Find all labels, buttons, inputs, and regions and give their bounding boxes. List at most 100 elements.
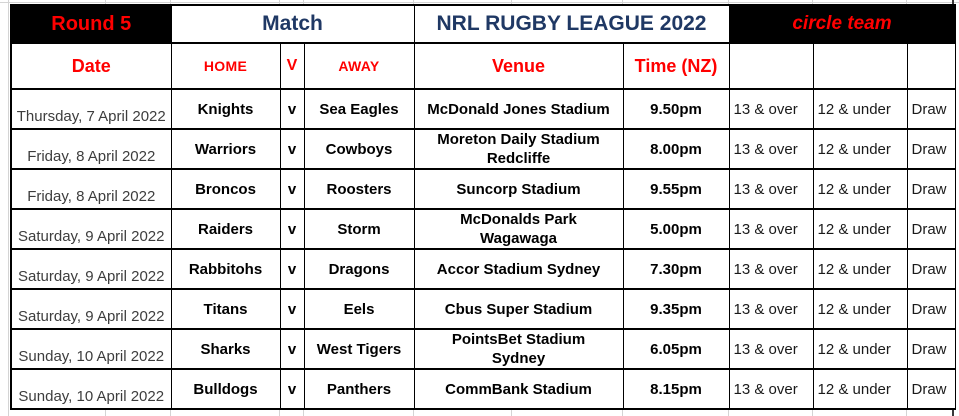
away-team-cell[interactable]: Cowboys (303, 128, 415, 170)
gridline-stub (303, 0, 304, 4)
venue-cell[interactable]: Cbus Super Stadium (413, 288, 624, 330)
match-header-cell[interactable]: Match (170, 4, 415, 44)
age-13-over-cell[interactable]: 13 & over (728, 168, 814, 210)
kickoff-time-cell[interactable]: 6.05pm (622, 328, 730, 370)
age-12-under-cell[interactable]: 12 & under (812, 368, 908, 410)
draw-cell[interactable]: Draw (906, 288, 956, 330)
draw-cell[interactable]: Draw (906, 328, 956, 370)
match-row: Sunday, 10 April 2022 Sharks v West Tige… (10, 328, 956, 370)
kickoff-time-cell[interactable]: 8.15pm (622, 368, 730, 410)
versus-cell[interactable]: v (279, 168, 305, 210)
date-cell[interactable]: Friday, 8 April 2022 (10, 168, 172, 210)
gridline-stub (413, 0, 414, 4)
age-12-under-cell[interactable]: 12 & under (812, 208, 908, 250)
kickoff-time-cell[interactable]: 9.50pm (622, 88, 730, 130)
home-team-cell[interactable]: Raiders (170, 208, 281, 250)
draw-cell[interactable]: Draw (906, 88, 956, 130)
age-13-over-cell[interactable]: 13 & over (728, 208, 814, 250)
round-header-cell[interactable]: Round 5 (10, 4, 172, 44)
home-team-cell[interactable]: Titans (170, 288, 281, 330)
kickoff-time-cell[interactable]: 9.55pm (622, 168, 730, 210)
versus-cell[interactable]: v (279, 208, 305, 250)
away-team-cell[interactable]: Sea Eagles (303, 88, 415, 130)
empty-header-cell[interactable] (906, 42, 956, 90)
gridline-stub (812, 408, 813, 416)
date-cell[interactable]: Sunday, 10 April 2022 (10, 368, 172, 410)
date-cell[interactable]: Saturday, 9 April 2022 (10, 288, 172, 330)
match-row: Saturday, 9 April 2022 Raiders v Storm M… (10, 208, 956, 250)
gridline-stub (279, 408, 280, 416)
venue-column-header[interactable]: Venue (413, 42, 624, 90)
away-team-cell[interactable]: Panthers (303, 368, 415, 410)
age-13-over-cell[interactable]: 13 & over (728, 368, 814, 410)
match-row: Saturday, 9 April 2022 Titans v Eels Cbu… (10, 288, 956, 330)
home-team-cell[interactable]: Rabbitohs (170, 248, 281, 290)
gridline-stub (170, 408, 171, 416)
versus-cell[interactable]: v (279, 288, 305, 330)
away-team-cell[interactable]: Dragons (303, 248, 415, 290)
versus-cell[interactable]: v (279, 368, 305, 410)
draw-cell[interactable]: Draw (906, 368, 956, 410)
age-12-under-cell[interactable]: 12 & under (812, 328, 908, 370)
kickoff-time-cell[interactable]: 9.35pm (622, 288, 730, 330)
versus-cell[interactable]: v (279, 88, 305, 130)
venue-cell[interactable]: Suncorp Stadium (413, 168, 624, 210)
venue-cell[interactable]: McDonalds Park Wagawaga (413, 208, 624, 250)
venue-cell[interactable]: CommBank Stadium (413, 368, 624, 410)
gridline-stub (511, 0, 512, 4)
draw-cell[interactable]: Draw (906, 128, 956, 170)
away-team-cell[interactable]: Storm (303, 208, 415, 250)
kickoff-time-cell[interactable]: 7.30pm (622, 248, 730, 290)
empty-header-cell[interactable] (728, 42, 814, 90)
date-cell[interactable]: Saturday, 9 April 2022 (10, 248, 172, 290)
home-column-header[interactable]: HOME (170, 42, 281, 90)
date-cell[interactable]: Saturday, 9 April 2022 (10, 208, 172, 250)
versus-column-header[interactable]: V (279, 42, 305, 90)
age-12-under-cell[interactable]: 12 & under (812, 288, 908, 330)
age-13-over-cell[interactable]: 13 & over (728, 328, 814, 370)
versus-cell[interactable]: v (279, 328, 305, 370)
venue-cell[interactable]: Accor Stadium Sydney (413, 248, 624, 290)
date-column-header[interactable]: Date (10, 42, 172, 90)
away-team-cell[interactable]: Roosters (303, 168, 415, 210)
date-cell[interactable]: Friday, 8 April 2022 (10, 128, 172, 170)
age-13-over-cell[interactable]: 13 & over (728, 88, 814, 130)
venue-cell[interactable]: PointsBet Stadium Sydney (413, 328, 624, 370)
time-column-header[interactable]: Time (NZ) (622, 42, 730, 90)
age-12-under-cell[interactable]: 12 & under (812, 168, 908, 210)
versus-cell[interactable]: v (279, 248, 305, 290)
draw-cell[interactable]: Draw (906, 248, 956, 290)
empty-header-cell[interactable] (812, 42, 908, 90)
gridline-stub (413, 408, 414, 416)
gridline-stub (303, 408, 304, 416)
date-cell[interactable]: Sunday, 10 April 2022 (10, 328, 172, 370)
age-12-under-cell[interactable]: 12 & under (812, 248, 908, 290)
kickoff-time-cell[interactable]: 5.00pm (622, 208, 730, 250)
away-team-cell[interactable]: West Tigers (303, 328, 415, 370)
home-team-cell[interactable]: Sharks (170, 328, 281, 370)
draw-cell[interactable]: Draw (906, 168, 956, 210)
league-title-cell[interactable]: NRL RUGBY LEAGUE 2022 (413, 4, 730, 44)
gridline-stub (812, 0, 813, 4)
age-13-over-cell[interactable]: 13 & over (728, 128, 814, 170)
home-team-cell[interactable]: Bulldogs (170, 368, 281, 410)
age-13-over-cell[interactable]: 13 & over (728, 288, 814, 330)
home-team-cell[interactable]: Knights (170, 88, 281, 130)
circle-team-header-cell[interactable]: circle team (728, 4, 956, 44)
kickoff-time-cell[interactable]: 8.00pm (622, 128, 730, 170)
age-12-under-cell[interactable]: 12 & under (812, 128, 908, 170)
versus-cell[interactable]: v (279, 128, 305, 170)
away-column-header[interactable]: AWAY (303, 42, 415, 90)
venue-cell[interactable]: Moreton Daily Stadium Redcliffe (413, 128, 624, 170)
home-team-cell[interactable]: Broncos (170, 168, 281, 210)
age-12-under-cell[interactable]: 12 & under (812, 88, 908, 130)
column-header-row: Date HOME V AWAY Venue Time (NZ) (10, 42, 956, 90)
date-cell[interactable]: Thursday, 7 April 2022 (10, 88, 172, 130)
away-team-cell[interactable]: Eels (303, 288, 415, 330)
age-13-over-cell[interactable]: 13 & over (728, 248, 814, 290)
venue-cell[interactable]: McDonald Jones Stadium (413, 88, 624, 130)
draw-cell[interactable]: Draw (906, 208, 956, 250)
home-team-cell[interactable]: Warriors (170, 128, 281, 170)
gridline-stub (511, 408, 512, 416)
match-row: Saturday, 9 April 2022 Rabbitohs v Drago… (10, 248, 956, 290)
